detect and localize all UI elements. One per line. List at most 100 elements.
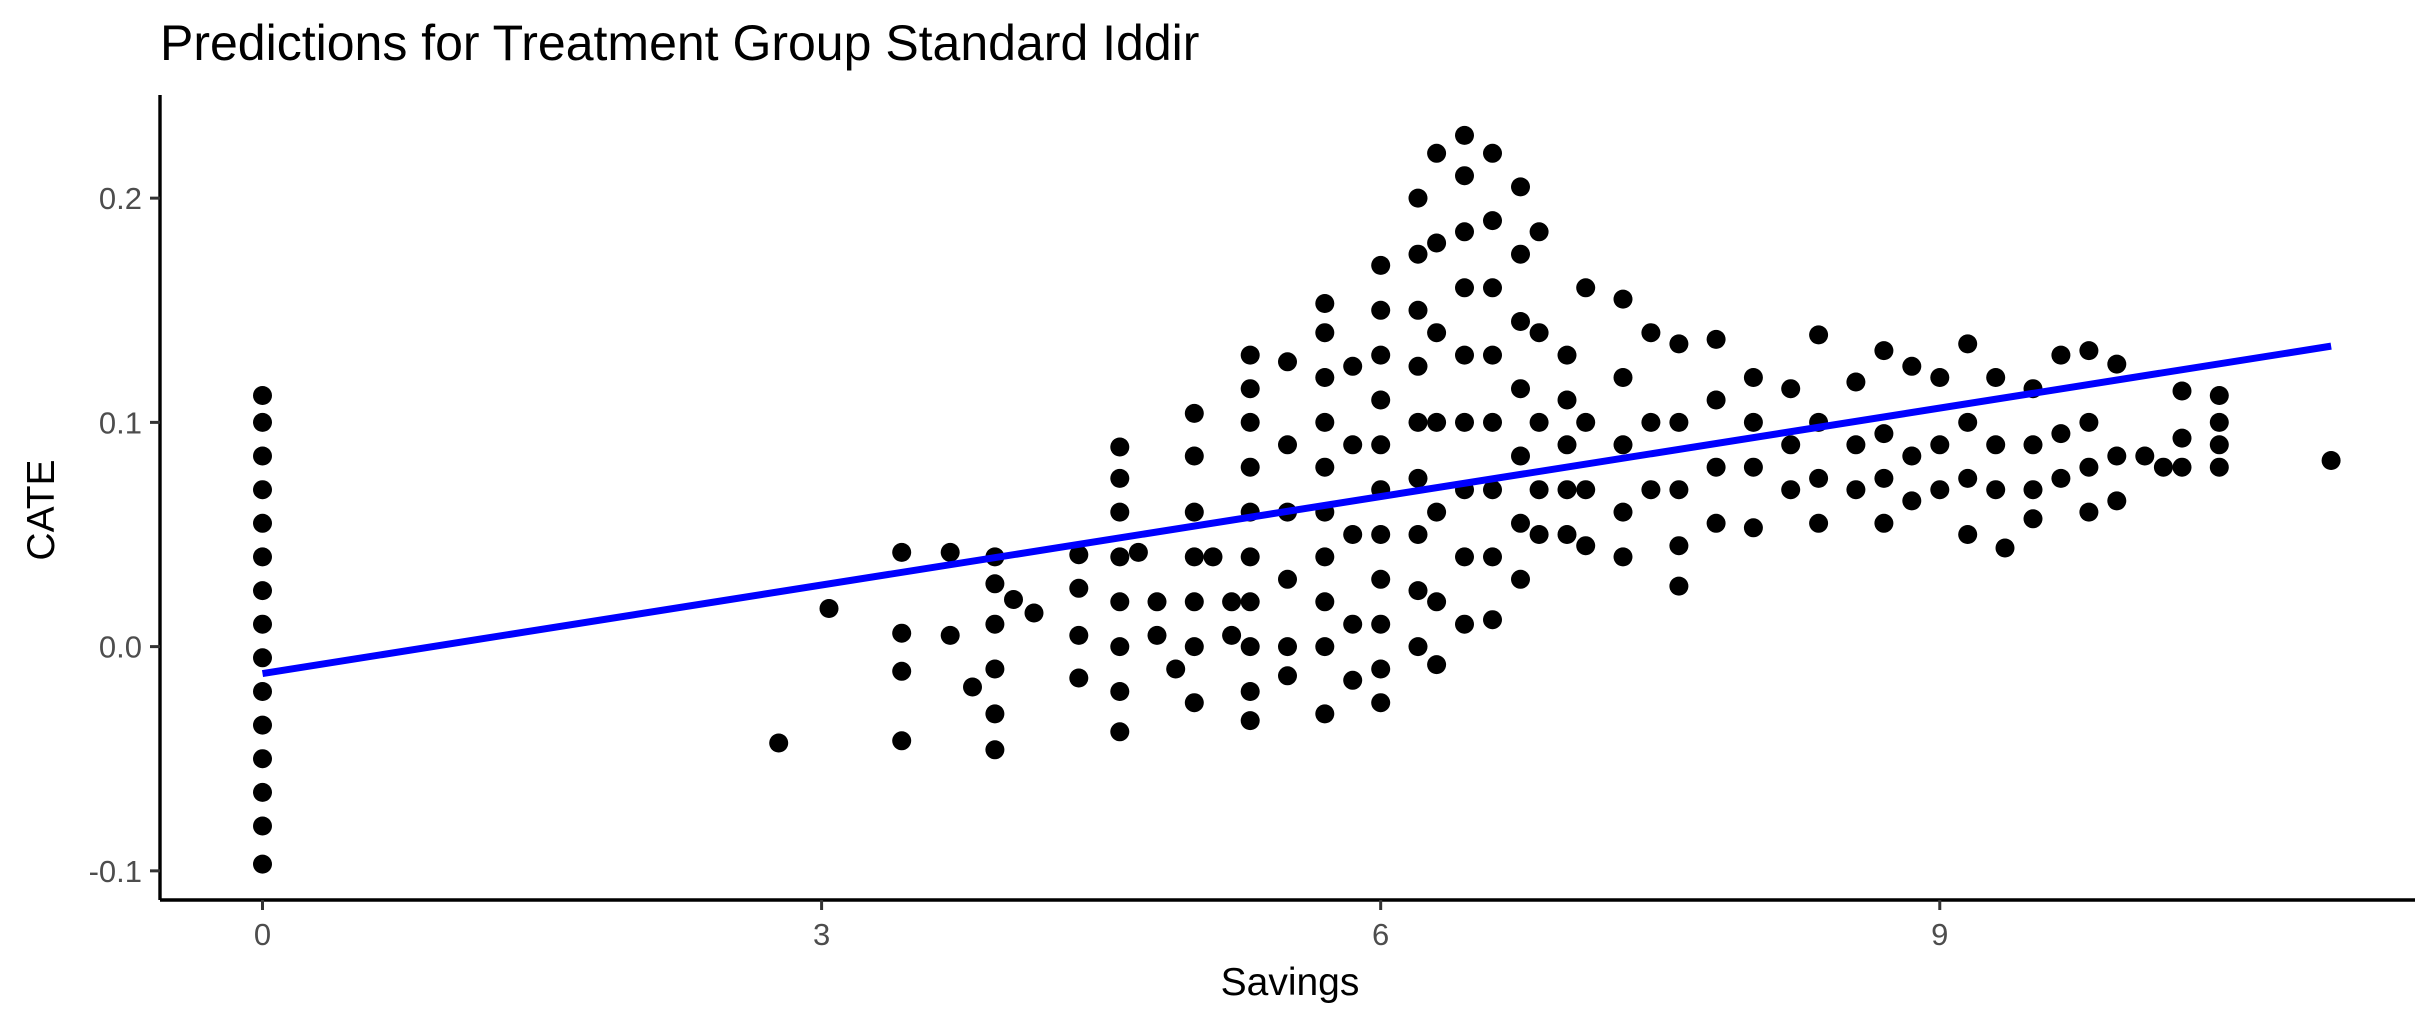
y-axis-title: CATE: [20, 459, 63, 560]
data-point: [1809, 513, 1829, 533]
data-point: [2023, 435, 2043, 455]
data-point: [253, 412, 272, 432]
data-point: [1240, 379, 1260, 399]
data-point: [2023, 509, 2043, 529]
data-point: [1371, 659, 1391, 679]
data-point: [1278, 435, 1297, 455]
data-point: [1110, 682, 1130, 701]
data-point: [1184, 637, 1204, 657]
data-point: [1874, 341, 1894, 361]
data-point: [1511, 446, 1530, 466]
data-point: [1408, 581, 1428, 601]
data-point: [1315, 412, 1335, 432]
data-point: [1371, 614, 1391, 634]
y-tick-label: 0.2: [99, 181, 142, 216]
data-point: [2079, 502, 2099, 522]
data-point: [1184, 502, 1204, 522]
data-point: [1781, 379, 1801, 399]
data-point: [1222, 592, 1242, 612]
data-point: [1110, 547, 1130, 567]
data-point: [1483, 143, 1502, 163]
data-point: [1184, 547, 1204, 567]
data-point: [2079, 412, 2099, 432]
data-point: [892, 623, 912, 643]
data-point: [2107, 354, 2127, 374]
data-point: [1110, 468, 1130, 488]
data-point: [1408, 468, 1428, 488]
data-point: [1240, 592, 1260, 612]
data-point: [253, 816, 272, 836]
data-point: [1902, 356, 1922, 376]
data-point: [1669, 576, 1689, 596]
data-point: [1455, 412, 1474, 432]
data-point: [1371, 390, 1391, 410]
data-point: [1240, 345, 1260, 365]
data-point: [1781, 480, 1801, 500]
data-point: [1069, 668, 1089, 688]
points-layer: [253, 125, 2341, 874]
data-point: [1930, 435, 1950, 455]
data-point: [1511, 379, 1530, 399]
data-point: [1110, 722, 1130, 742]
data-point: [1613, 435, 1633, 455]
data-point: [1557, 345, 1577, 365]
data-point: [1110, 592, 1130, 612]
data-point: [940, 542, 960, 562]
data-point: [1706, 457, 1726, 477]
data-point: [1706, 513, 1726, 533]
y-tick-label: 0.1: [99, 405, 142, 440]
data-point: [1455, 614, 1474, 634]
data-point: [1408, 412, 1428, 432]
data-point: [1184, 446, 1204, 466]
data-point: [1995, 538, 2015, 558]
data-point: [1343, 670, 1363, 690]
data-point: [2051, 345, 2071, 365]
data-point: [2153, 457, 2173, 477]
data-point: [2135, 446, 2155, 466]
x-axis-title: Savings: [1221, 961, 1360, 1004]
data-point: [2209, 457, 2229, 477]
data-point: [1576, 412, 1596, 432]
data-point: [2172, 381, 2192, 401]
data-point: [1278, 637, 1297, 657]
y-tick-label: 0.0: [99, 630, 142, 665]
data-point: [1483, 345, 1502, 365]
fit-line-layer: [261, 342, 2332, 677]
data-point: [1024, 603, 1044, 623]
data-point: [1511, 569, 1530, 589]
data-point: [1315, 637, 1335, 657]
data-point: [1930, 368, 1950, 387]
data-point: [253, 547, 272, 567]
data-point: [253, 648, 272, 668]
data-point: [1483, 278, 1502, 298]
data-point: [1222, 625, 1242, 645]
data-point: [1613, 502, 1633, 522]
data-point: [1147, 625, 1167, 645]
data-point: [1669, 334, 1689, 354]
data-point: [1427, 412, 1447, 432]
data-point: [1343, 435, 1363, 455]
data-point: [1455, 222, 1474, 242]
data-point: [253, 513, 272, 533]
data-point: [1874, 468, 1894, 488]
data-point: [1184, 693, 1204, 713]
data-point: [2107, 491, 2127, 511]
data-point: [1576, 480, 1596, 500]
data-point: [1278, 569, 1297, 589]
data-point: [819, 599, 839, 618]
data-point: [1613, 289, 1633, 309]
data-point: [1483, 610, 1502, 630]
data-point: [1427, 592, 1447, 612]
data-point: [1147, 592, 1167, 612]
data-point: [1557, 435, 1577, 455]
data-point: [253, 386, 272, 405]
data-point: [985, 659, 1005, 679]
data-point: [253, 715, 272, 735]
data-point: [1557, 480, 1577, 500]
data-point: [2051, 424, 2071, 444]
data-point: [1902, 491, 1922, 511]
x-tick-label: 9: [1931, 917, 1948, 952]
fit-line: [261, 342, 2332, 677]
data-point: [1371, 255, 1391, 275]
x-tick-label: 0: [254, 917, 271, 952]
